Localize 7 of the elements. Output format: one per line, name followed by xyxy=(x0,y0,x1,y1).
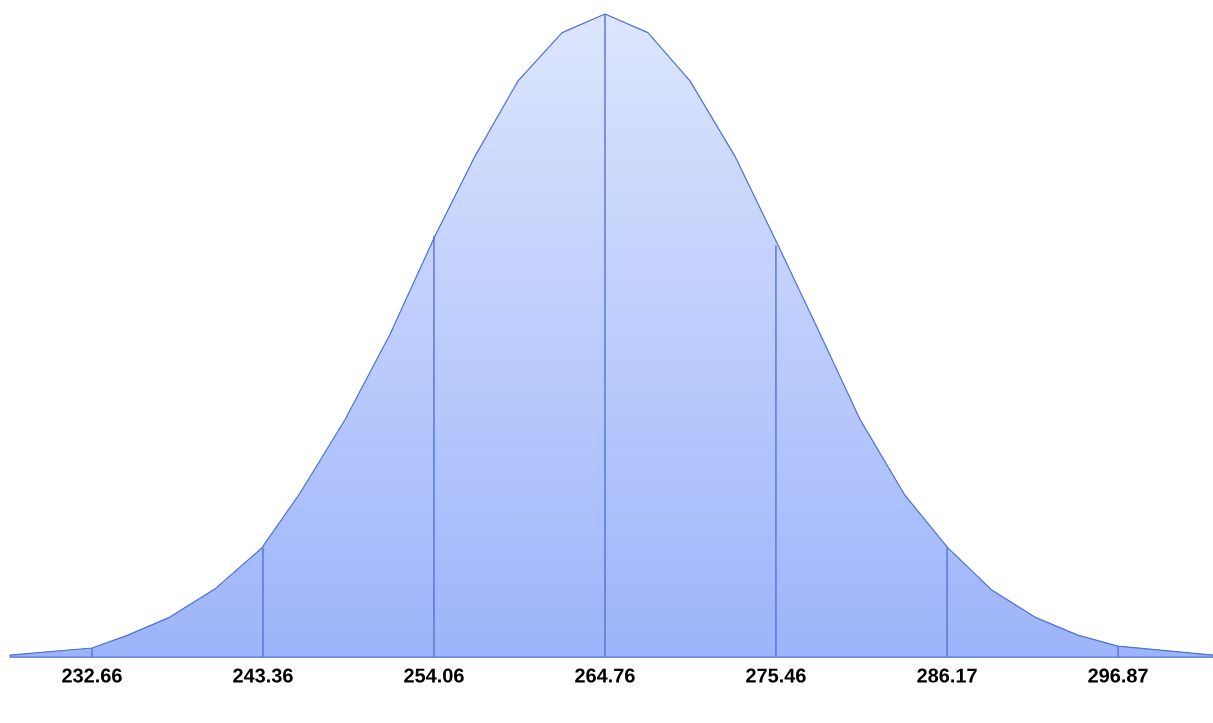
x-tick-label: 254.06 xyxy=(404,668,464,683)
x-tick-label: 286.17 xyxy=(917,668,977,683)
x-tick-label: 243.36 xyxy=(233,668,293,683)
x-tick-label: 232.66 xyxy=(62,668,122,683)
x-tick-label: 264.76 xyxy=(575,668,635,683)
x-tick-label: 296.87 xyxy=(1088,668,1148,683)
x-tick-label: 275.46 xyxy=(746,668,806,683)
